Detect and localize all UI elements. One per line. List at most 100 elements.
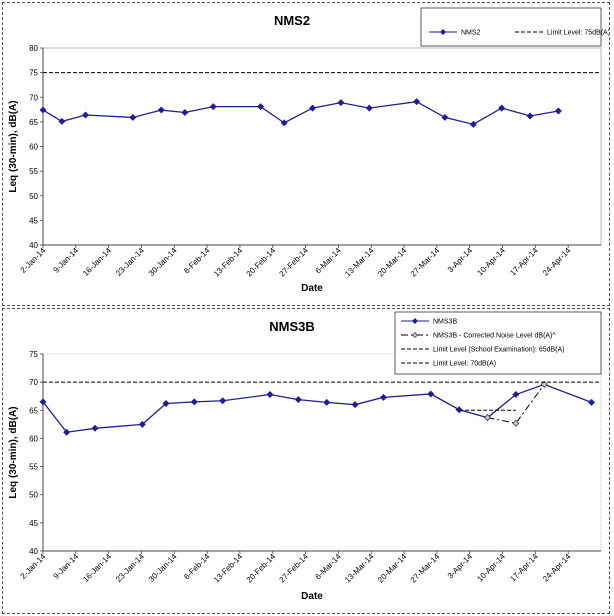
chart-title: NMS3B (269, 319, 315, 334)
x-tick-label: 13-Mar-14 (343, 552, 376, 585)
x-tick-label: 20-Mar-14 (376, 246, 409, 279)
y-tick-label: 75 (29, 69, 38, 78)
legend-label: NMS3B (433, 319, 457, 326)
y-tick-label: 50 (29, 192, 38, 201)
plot-area (42, 47, 602, 246)
data-point (588, 398, 596, 406)
chart-title: NMS2 (274, 13, 310, 28)
y-axis-title: Leq (30-min), dB(A) (8, 100, 19, 192)
data-point (162, 400, 170, 408)
y-tick-label: 80 (29, 44, 38, 53)
plot-area (42, 353, 602, 552)
data-point (498, 104, 506, 112)
data-point (484, 414, 492, 422)
data-point (82, 111, 90, 119)
y-tick-label: 65 (29, 118, 38, 127)
x-tick-label: 6-Feb-14 (182, 552, 212, 582)
data-point (294, 396, 302, 404)
data-point (91, 424, 99, 432)
x-tick-label: 23-Jan-14 (114, 552, 146, 584)
chart-svg: NMS3B 40 45 50 55 60 65 70 75 2-Jan-14 9-Jan-14 16-… (8, 311, 602, 602)
data-point (157, 106, 165, 114)
x-tick-label: 27-Mar-14 (409, 552, 442, 585)
x-tick-label: 2-Jan-14 (19, 246, 48, 275)
series-line (42, 101, 559, 126)
legend-label: NMS2 (461, 30, 481, 37)
data-point (190, 398, 198, 406)
data-point (337, 99, 345, 107)
x-tick-label: 16-Jan-14 (81, 246, 113, 278)
y-tick-label: 60 (29, 434, 38, 443)
y-tick-label: 75 (29, 350, 38, 359)
y-axis-title: Leq (30-min), dB(A) (8, 406, 19, 498)
data-point (526, 112, 534, 120)
legend-marker (440, 29, 446, 35)
y-tick-label: 40 (29, 547, 38, 556)
data-point (181, 109, 189, 117)
data-point (554, 107, 562, 115)
data-point (413, 98, 421, 106)
data-point (58, 117, 66, 125)
x-tick-label: 27-Feb-14 (278, 552, 311, 585)
y-tick-label: 70 (29, 93, 38, 102)
legend-label: NMS3B - Corrected Noise Level dB(A)^ (433, 333, 556, 340)
x-tick-label: 20-Mar-14 (376, 552, 409, 585)
chart-svg: NMS2 40 45 50 55 60 65 70 75 80 2-Jan-14 9-Jan-14 16… (8, 7, 609, 294)
x-tick-label: 13-Feb-14 (212, 552, 245, 585)
legend: NMS2 Limit Level: 75dB(A) (420, 7, 609, 47)
x-tick-label: 6-Feb-14 (182, 246, 212, 276)
y-tick-label: 45 (29, 519, 38, 528)
x-tick-label: 17-Apr-14 (508, 246, 540, 278)
legend-box (394, 311, 602, 375)
data-point (427, 390, 435, 398)
series-1 (484, 380, 548, 427)
x-axis-title: Date (301, 283, 323, 294)
data-point (266, 391, 274, 399)
x-tick-label: 24-Apr-14 (541, 552, 573, 584)
data-point (138, 420, 146, 428)
x-tick-label: 16-Jan-14 (81, 552, 113, 584)
data-point (323, 398, 331, 406)
data-point (129, 113, 137, 121)
data-point (39, 398, 47, 406)
x-tick-label: 30-Jan-14 (147, 552, 179, 584)
series-line (42, 383, 592, 433)
y-tick-label: 45 (29, 216, 38, 225)
x-tick-label: 20-Feb-14 (245, 552, 278, 585)
data-point (365, 104, 373, 112)
x-tick-label: 2-Jan-14 (19, 552, 48, 581)
data-point (39, 106, 47, 114)
y-tick-label: 55 (29, 463, 38, 472)
data-point (379, 393, 387, 401)
data-point (219, 397, 227, 405)
legend: NMS3B NMS3B - Corrected Noise Level dB(A)… (394, 311, 602, 375)
data-point (209, 103, 217, 111)
x-tick-label: 20-Feb-14 (245, 246, 278, 279)
legend-marker (412, 332, 418, 338)
data-point (280, 119, 288, 127)
series-0 (39, 380, 596, 436)
data-point (441, 113, 449, 121)
data-point (351, 401, 359, 409)
data-point (257, 103, 265, 111)
y-tick-label: 40 (29, 241, 38, 250)
x-tick-label: 24-Apr-14 (541, 246, 573, 278)
data-point (309, 104, 317, 112)
x-tick-label: 30-Jan-14 (147, 246, 179, 278)
legend-box (420, 7, 602, 47)
x-axis-title: Date (301, 591, 323, 602)
x-tick-label: 3-Apr-14 (446, 246, 475, 275)
x-tick-label: 3-Apr-14 (446, 552, 475, 581)
x-tick-label: 9-Jan-14 (52, 552, 81, 581)
data-point (540, 380, 548, 388)
x-tick-label: 6-Mar-14 (314, 246, 344, 276)
x-tick-label: 6-Mar-14 (314, 552, 344, 582)
x-tick-label: 17-Apr-14 (508, 552, 540, 584)
y-tick-label: 50 (29, 491, 38, 500)
legend-marker (412, 318, 418, 324)
series-0 (39, 98, 562, 128)
data-point (512, 391, 520, 399)
x-tick-label: 10-Apr-14 (475, 246, 507, 278)
data-point (512, 419, 520, 427)
x-tick-label: 27-Mar-14 (409, 246, 442, 279)
